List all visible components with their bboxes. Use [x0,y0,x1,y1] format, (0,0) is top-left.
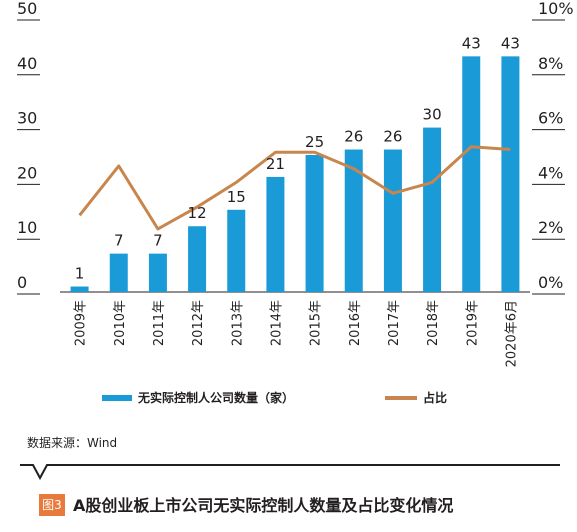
left-tick-label: 30 [17,109,37,128]
bar-data-label: 30 [423,106,442,124]
left-tick-label: 10 [17,218,37,237]
divider [20,464,560,481]
x-tick-label: 2017年 [387,300,402,346]
legend: 无实际控制人公司数量（家） 占比 [102,390,447,405]
bar-data-label: 15 [227,188,246,206]
left-tick-label: 0 [17,273,27,292]
figure-title: A股创业板上市公司无实际控制人数量及占比变化情况 [73,496,454,515]
bar [188,226,207,292]
x-tick-label: 2014年 [269,300,284,346]
bar [501,56,520,292]
legend-bar-label: 无实际控制人公司数量（家） [137,390,294,405]
bar [344,149,363,292]
right-axis: 0% 2% 4% 6% 8% 10% [532,0,574,295]
x-tick-label: 2012年 [191,300,206,346]
left-tick-label: 40 [17,54,37,73]
bar [148,253,167,292]
bar-data-label: 7 [153,232,163,250]
x-tick-label: 2009年 [74,300,89,346]
bar-series [70,56,520,292]
bar [305,155,324,292]
left-tick-label: 50 [17,0,37,18]
ratio-line [78,145,511,231]
bar-data-label: 26 [383,128,402,146]
left-axis: 0 10 20 30 40 50 [17,0,40,295]
bar-data-label: 26 [344,128,363,146]
bar-line-chart: 0 10 20 30 40 50 0% 2% 4% 6% 8% 10% 1 7 7 12 15 21 25 26 2… [17,0,574,405]
x-axis-labels: 2009年 2010年 2011年 2012年 2013年 2014年 2015年 2016年… [74,300,520,367]
bar-data-label: 21 [266,155,285,173]
x-tick-label: 2013年 [230,300,245,346]
bar [423,127,442,292]
bar [109,253,128,292]
bar-data-label: 43 [462,34,481,52]
x-tick-label: 2018年 [426,300,441,346]
bar [462,56,481,292]
legend-line-swatch [385,396,417,400]
x-tick-label: 2011年 [152,300,167,346]
bar [227,209,246,292]
right-tick-label: 2% [538,218,563,237]
bar-data-label: 12 [188,204,207,222]
bar [70,286,89,292]
x-tick-label: 2010年 [113,300,128,346]
x-tick-label: 2015年 [309,300,324,346]
x-tick-label: 2020年6月 [504,300,519,367]
right-tick-label: 10% [538,0,574,18]
legend-bar-swatch [102,395,132,401]
bar [266,176,285,292]
bar [383,149,402,292]
right-tick-label: 8% [538,54,563,73]
bar-data-label: 25 [305,133,324,151]
bar-data-label: 1 [75,265,85,283]
x-tick-label: 2019年 [465,300,480,346]
data-labels: 1 7 7 12 15 21 25 26 26 30 43 43 [75,34,520,282]
bar-data-label: 43 [501,34,520,52]
right-tick-label: 6% [538,109,563,128]
source-note: 数据来源：Wind [27,436,118,450]
x-tick-label: 2016年 [348,300,363,346]
bar-data-label: 7 [114,232,124,250]
figure-badge: 图3 [39,494,65,516]
legend-line-label: 占比 [423,390,447,405]
right-tick-label: 4% [538,163,563,182]
left-tick-label: 20 [17,163,37,182]
line-series [78,145,511,231]
right-tick-label: 0% [538,273,563,292]
